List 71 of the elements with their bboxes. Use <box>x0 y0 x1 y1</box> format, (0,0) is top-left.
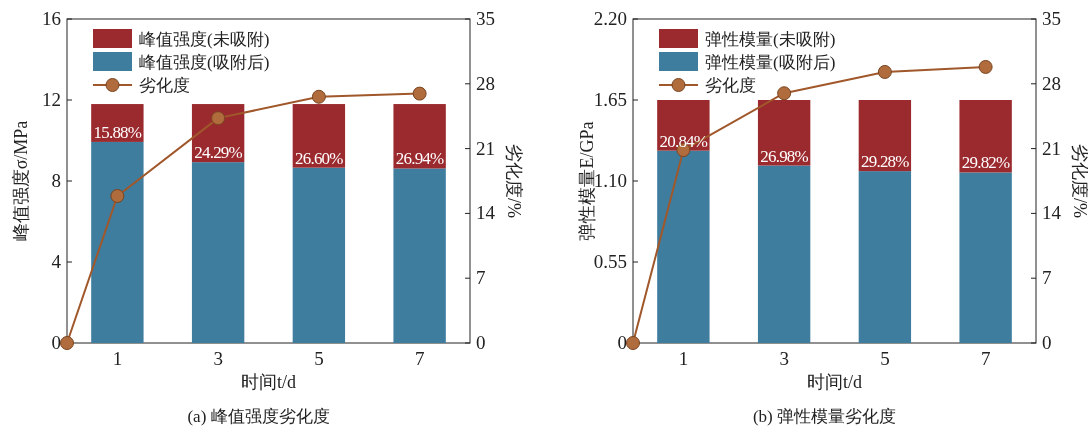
legend-label: 弹性模量(吸附后) <box>705 53 836 72</box>
y-tick-label: 8 <box>51 170 61 191</box>
point <box>110 189 125 203</box>
bar <box>858 100 912 172</box>
point <box>311 89 326 104</box>
y-tick-label: 0 <box>51 332 61 353</box>
annotation: 20.84% <box>659 131 708 151</box>
legend-label: 劣化度 <box>705 76 756 95</box>
text: (a) 峰值强度劣化度 <box>187 407 330 426</box>
point <box>877 64 892 79</box>
y-tick-label: 2.20 <box>593 8 627 29</box>
point <box>211 111 226 126</box>
y-axis-title: 峰值强度σ/MPa <box>11 120 31 242</box>
y2-tick-label: 14 <box>476 202 496 224</box>
y-tick-label: 0 <box>617 332 627 353</box>
annotation: 29.28% <box>861 152 910 172</box>
x-tick-label: 3 <box>779 348 789 369</box>
legend-label: 峰值强度(未吸附) <box>139 30 270 49</box>
annotation: 26.98% <box>760 146 809 166</box>
y-tick-label: 4 <box>51 251 62 272</box>
legend-label: 峰值强度(吸附后) <box>139 53 270 72</box>
y-tick-label: 12 <box>42 89 61 110</box>
y2-tick-label: 21 <box>1042 137 1061 159</box>
bar <box>191 162 245 343</box>
bar <box>757 165 811 343</box>
x-tick-label: 3 <box>213 348 223 369</box>
y2-tick-label: 0 <box>476 332 486 353</box>
annotation: 24.29% <box>194 143 243 163</box>
y2-tick-label: 28 <box>476 72 495 94</box>
text: (b) 弹性模量劣化度 <box>752 407 897 426</box>
bar <box>858 171 912 343</box>
point <box>60 336 74 350</box>
annotation: 26.94% <box>395 149 445 169</box>
y-tick-label: 0.55 <box>593 251 627 272</box>
x-tick-label: 1 <box>112 348 123 369</box>
y2-tick-label: 7 <box>1042 267 1052 289</box>
x-axis-title: 时间t/d <box>240 372 297 392</box>
bar <box>292 104 346 168</box>
y2-tick-label: 7 <box>476 267 486 289</box>
x-tick-label: 7 <box>980 348 991 369</box>
point <box>412 86 427 101</box>
bar <box>393 168 446 343</box>
annotation: 26.60% <box>295 148 344 168</box>
y2-tick-label: 35 <box>1042 8 1061 29</box>
point <box>978 59 993 74</box>
x-axis-title: 时间t/d <box>806 372 863 392</box>
x-tick-label: 1 <box>678 348 689 369</box>
point <box>626 336 640 350</box>
y2-tick-label: 35 <box>476 8 495 29</box>
y2-tick-label: 0 <box>1042 332 1052 353</box>
y2-tick-label: 28 <box>1042 72 1061 94</box>
bar <box>959 100 1012 173</box>
y-tick-label: 16 <box>42 8 61 29</box>
annotation: 15.88% <box>93 122 142 142</box>
x-tick-label: 7 <box>414 348 425 369</box>
y2-tick-label: 21 <box>476 137 495 159</box>
y-tick-label: 1.65 <box>593 89 627 110</box>
bar <box>292 167 346 343</box>
bar <box>91 141 144 343</box>
bar <box>959 172 1012 343</box>
x-tick-label: 5 <box>314 348 324 369</box>
bar <box>393 104 446 169</box>
y2-tick-label: 14 <box>1042 202 1062 224</box>
bar <box>657 150 710 343</box>
legend-label: 弹性模量(未吸附) <box>705 30 836 49</box>
annotation: 29.82% <box>961 153 1011 173</box>
legend-label: 劣化度 <box>139 76 190 95</box>
y2-axis-title: 劣化度/% <box>504 144 524 218</box>
bar <box>757 100 811 166</box>
x-tick-label: 5 <box>880 348 890 369</box>
point <box>777 86 792 101</box>
